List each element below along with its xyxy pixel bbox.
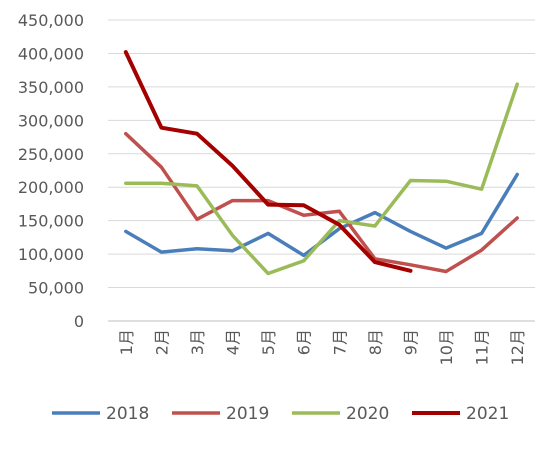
x-tick-label: 9月 xyxy=(401,329,420,355)
y-tick-label: 100,000 xyxy=(18,245,84,264)
y-tick-label: 0 xyxy=(74,312,84,331)
y-tick-label: 350,000 xyxy=(18,78,84,97)
y-tick-label: 200,000 xyxy=(18,178,84,197)
y-tick-label: 400,000 xyxy=(18,44,84,63)
y-axis-ticks: 0 50,000 100,000 150,000 200,000 250,000 300,0… xyxy=(18,11,84,331)
y-tick-label: 150,000 xyxy=(18,212,84,231)
x-tick-label: 12月 xyxy=(508,329,527,365)
x-tick-label: 1月 xyxy=(117,329,136,355)
x-tick-label: 5月 xyxy=(259,329,278,355)
x-tick-label: 10月 xyxy=(437,329,456,365)
x-tick-label: 2月 xyxy=(152,329,171,355)
y-tick-label: 300,000 xyxy=(18,111,84,130)
y-tick-label: 450,000 xyxy=(18,11,84,30)
series-line-2020 xyxy=(124,82,519,276)
legend-label-2021: 2021 xyxy=(466,404,509,424)
y-tick-label: 50,000 xyxy=(28,279,84,298)
series-line-2021 xyxy=(123,50,413,273)
x-tick-label: 11月 xyxy=(473,329,492,365)
legend: 2018 2019 2020 2021 xyxy=(52,404,509,424)
x-tick-label: 7月 xyxy=(330,329,349,355)
legend-label-2019: 2019 xyxy=(226,404,269,424)
y-tick-label: 250,000 xyxy=(18,145,84,164)
x-tick-label: 3月 xyxy=(188,329,207,355)
x-tick-label: 4月 xyxy=(224,329,243,355)
x-tick-label: 8月 xyxy=(366,329,385,355)
legend-label-2018: 2018 xyxy=(106,404,149,424)
x-axis-ticks: 1月 2月 3月 4月 5月 6月 7月 8月 9月 10月 11月 12月 xyxy=(117,329,527,365)
series-lines xyxy=(123,50,519,276)
grid-lines xyxy=(108,19,535,322)
legend-label-2020: 2020 xyxy=(346,404,389,424)
x-tick-label: 6月 xyxy=(295,329,314,355)
